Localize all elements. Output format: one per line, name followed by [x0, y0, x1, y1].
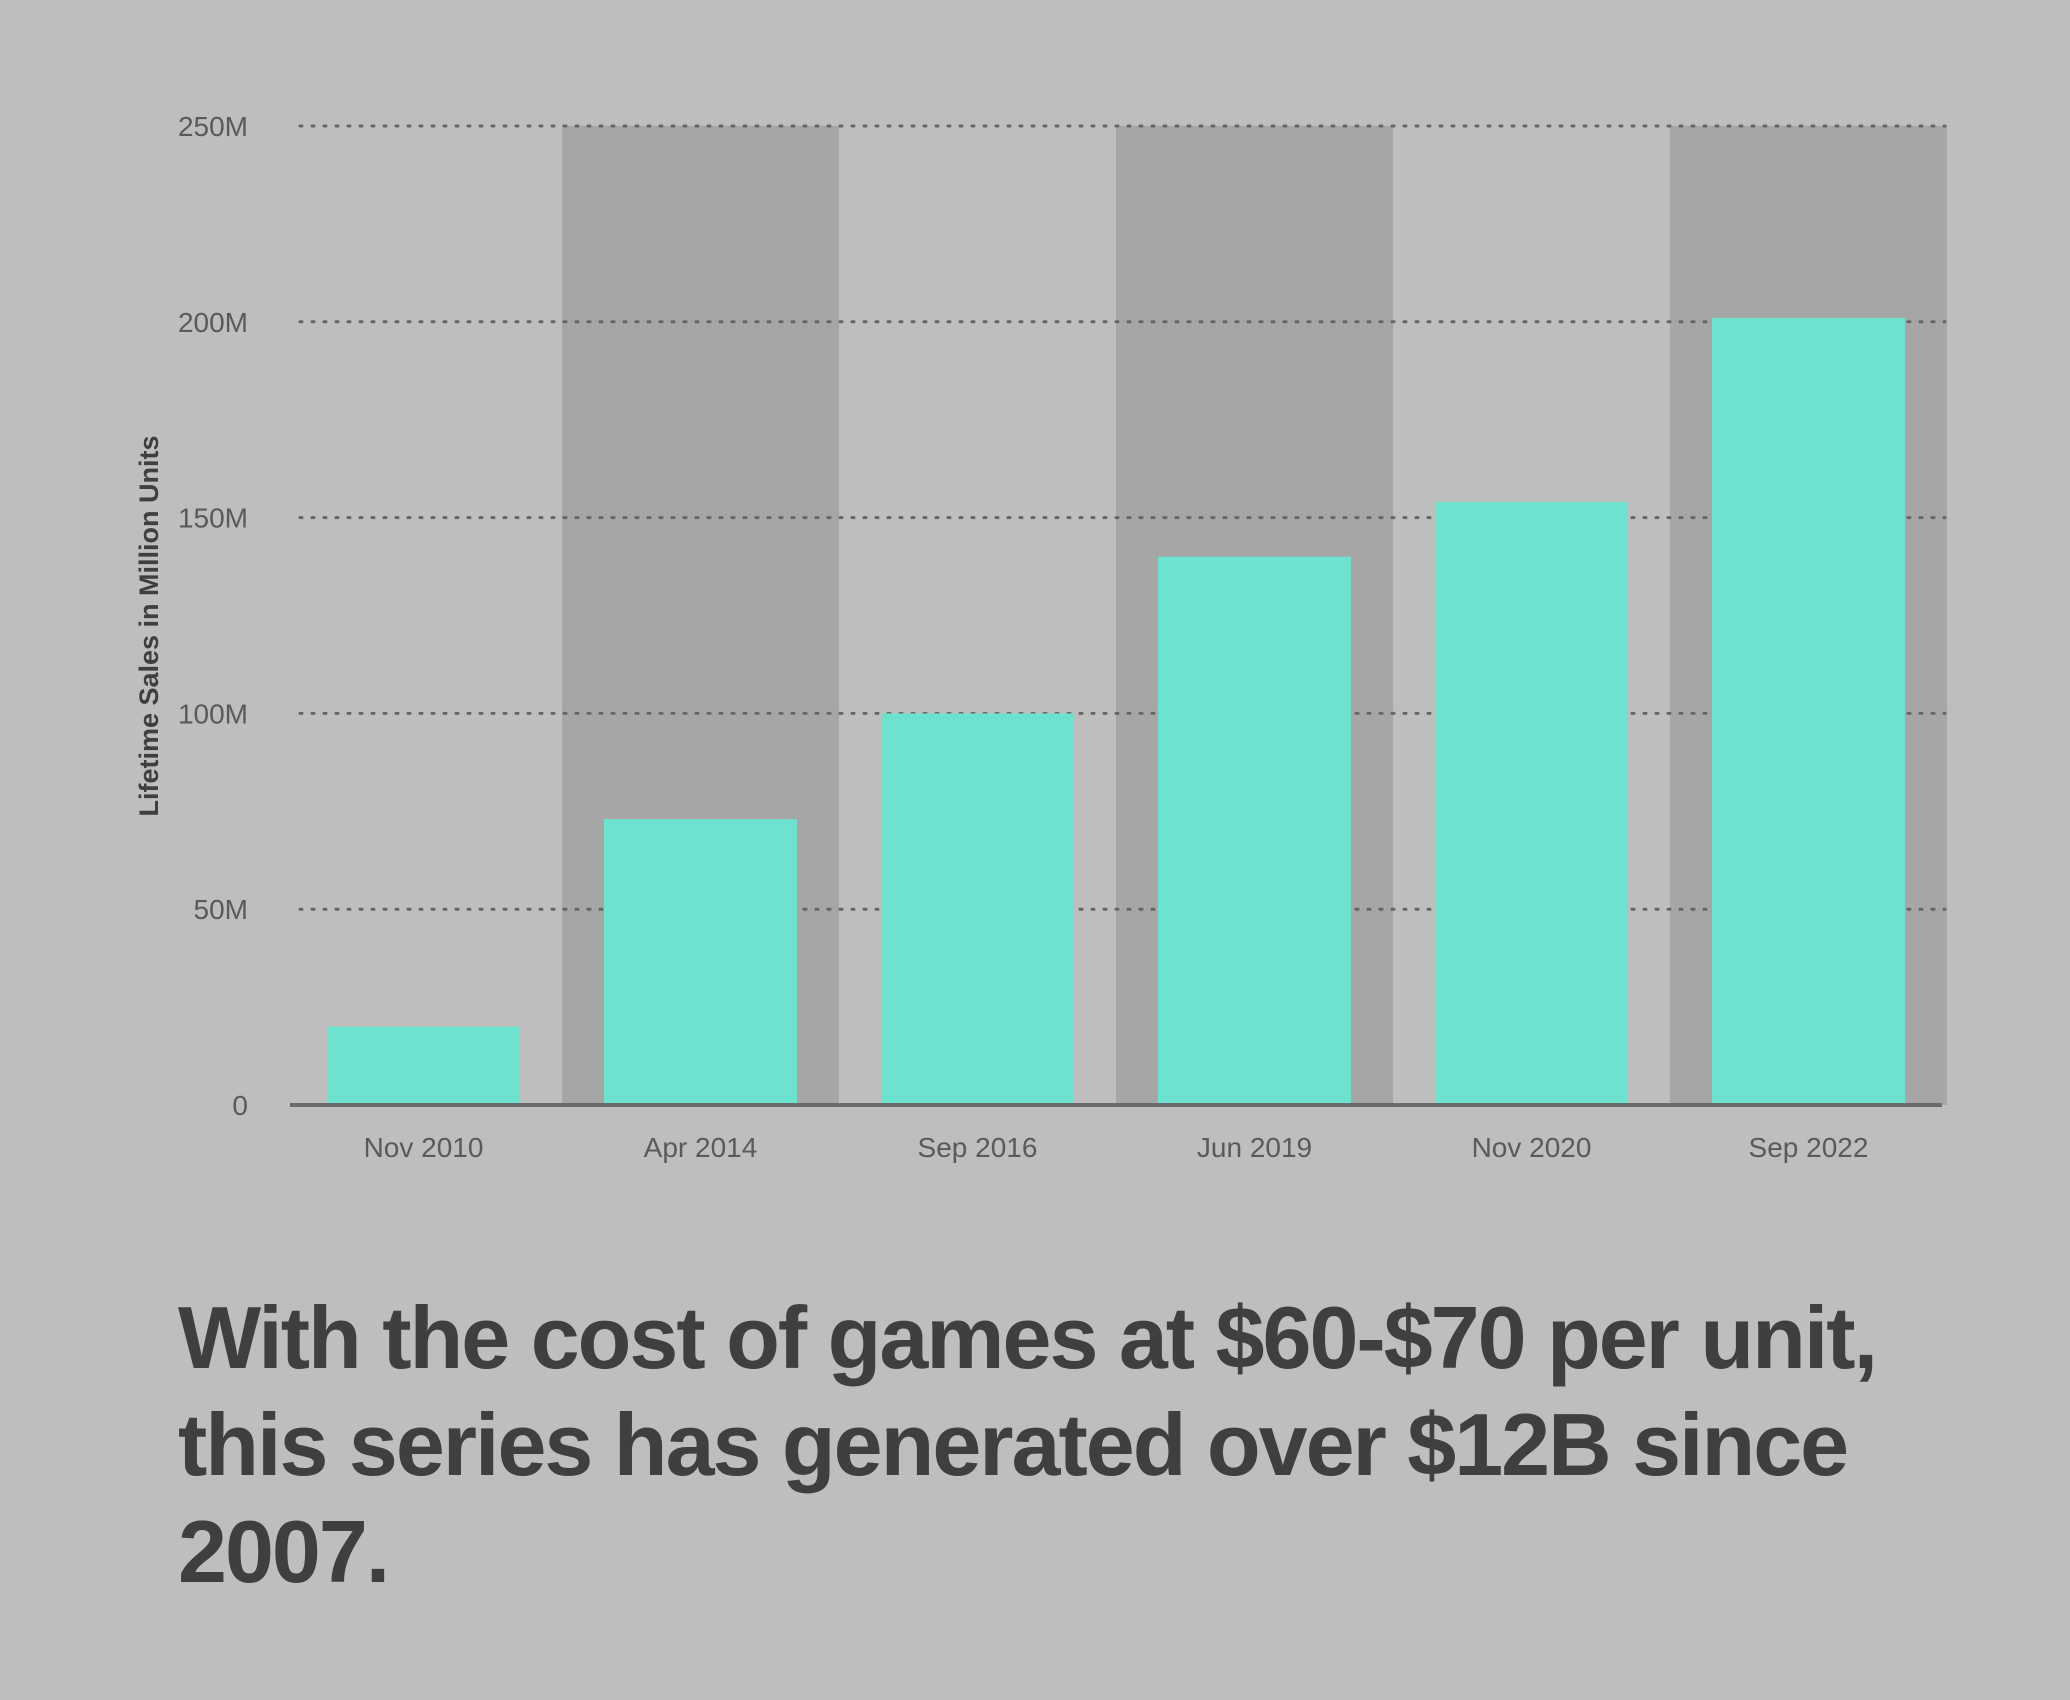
gridlines — [298, 124, 1947, 911]
bar — [881, 713, 1074, 1105]
y-tick-label: 150M — [178, 503, 248, 534]
caption-text: With the cost of games at $60-$70 per un… — [178, 1288, 1878, 1601]
x-tick-label: Nov 2010 — [364, 1132, 484, 1163]
y-tick-label: 100M — [178, 698, 248, 729]
bar — [327, 1026, 520, 1105]
x-tick-labels: Nov 2010 Apr 2014 Sep 2016 Jun 2019 Nov 2020… — [364, 1132, 1869, 1163]
y-tick-labels: 0 50M 100M 150M 200M 250M — [178, 111, 248, 1121]
y-axis-title: Lifetime Sales in Million Units — [134, 435, 164, 816]
x-tick-label: Jun 2019 — [1197, 1132, 1312, 1163]
x-tick-label: Sep 2022 — [1749, 1132, 1869, 1163]
x-tick-label: Apr 2014 — [644, 1132, 758, 1163]
y-tick-label: 0 — [232, 1090, 248, 1121]
bar — [1712, 317, 1905, 1105]
bar — [1435, 501, 1628, 1105]
x-tick-label: Nov 2020 — [1472, 1132, 1592, 1163]
y-tick-label: 250M — [178, 111, 248, 142]
bar-chart: 0 50M 100M 150M 200M 250M Nov 2010 Apr 2014 Sep… — [134, 111, 1947, 1163]
y-tick-label: 200M — [178, 307, 248, 338]
bars — [327, 317, 1905, 1105]
bar — [1158, 556, 1351, 1105]
y-tick-label: 50M — [194, 894, 248, 925]
x-tick-label: Sep 2016 — [918, 1132, 1038, 1163]
bar — [604, 819, 797, 1105]
